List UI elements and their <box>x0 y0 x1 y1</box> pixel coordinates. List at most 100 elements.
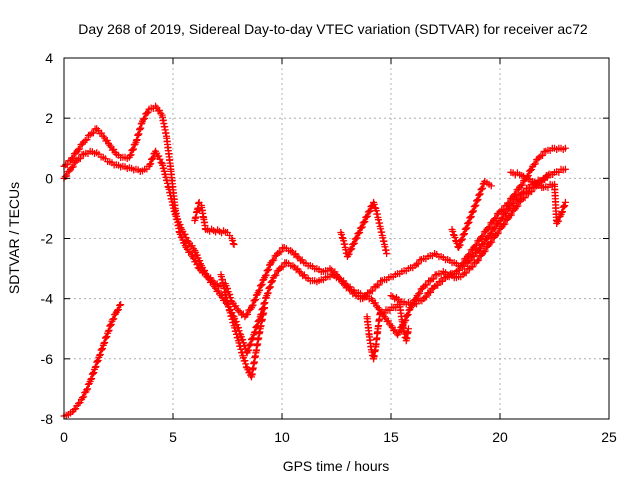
data-point <box>455 242 463 250</box>
data-point <box>472 201 480 209</box>
data-point <box>76 154 84 162</box>
data-point <box>229 240 237 248</box>
data-point <box>261 272 269 280</box>
data-point <box>416 289 424 297</box>
data-point <box>104 327 112 335</box>
data-point <box>89 129 97 137</box>
data-point <box>475 256 483 264</box>
data-point <box>244 347 252 355</box>
data-point <box>469 208 477 216</box>
x-tick-label: 5 <box>169 429 177 445</box>
data-point <box>269 277 277 285</box>
data-point <box>103 332 111 340</box>
data-point <box>518 189 526 197</box>
data-point <box>462 225 470 233</box>
data-point <box>107 321 115 329</box>
data-point <box>457 237 465 245</box>
data-point <box>255 287 263 295</box>
data-point <box>115 306 122 314</box>
data-point <box>458 236 466 244</box>
data-point <box>293 253 301 261</box>
x-tick-label: 25 <box>601 429 617 445</box>
data-point <box>256 282 264 290</box>
data-point <box>79 394 87 402</box>
data-point <box>272 271 280 279</box>
data-point <box>69 154 77 162</box>
data-point <box>287 247 295 255</box>
data-point <box>361 218 369 226</box>
data-point <box>258 280 266 288</box>
data-point <box>467 213 475 221</box>
data-point <box>266 283 274 291</box>
data-point <box>201 266 209 274</box>
data-point <box>247 336 255 344</box>
data-point <box>368 287 376 295</box>
data-point <box>295 268 303 276</box>
data-point <box>129 146 137 154</box>
data-point <box>101 338 109 346</box>
data-point <box>248 302 256 310</box>
data-point <box>252 324 260 332</box>
data-point <box>475 191 483 199</box>
data-point <box>431 283 439 291</box>
data-point <box>507 211 515 219</box>
data-point <box>348 245 356 253</box>
data-point <box>89 369 97 377</box>
x-tick-labels: 0 5 10 15 20 25 <box>60 429 617 445</box>
data-point <box>96 351 104 359</box>
data-point <box>371 204 379 212</box>
data-point <box>414 260 422 268</box>
data-point <box>427 288 435 296</box>
series-late-branches <box>387 165 569 309</box>
data-point <box>229 237 237 245</box>
data-point <box>459 231 467 239</box>
data-point <box>363 212 371 220</box>
data-point <box>560 202 568 210</box>
data-point <box>262 271 270 279</box>
data-point <box>501 220 509 228</box>
axis-ticks <box>63 57 610 420</box>
data-point <box>186 248 194 256</box>
x-tick-label: 15 <box>383 429 399 445</box>
data-point <box>474 196 482 204</box>
data-point <box>434 281 442 289</box>
data-point <box>98 345 106 353</box>
data-point <box>464 220 472 228</box>
data-point <box>473 196 481 204</box>
data-point <box>100 339 108 347</box>
data-point <box>510 200 518 208</box>
data-point <box>76 399 84 407</box>
data-point <box>518 181 526 189</box>
data-point <box>266 284 274 292</box>
data-point <box>395 329 403 337</box>
data-point <box>93 358 101 366</box>
data-point <box>87 375 95 383</box>
data-point <box>462 269 470 277</box>
data-point <box>264 289 272 297</box>
data-points <box>60 102 569 420</box>
data-point <box>384 317 392 325</box>
data-point <box>561 144 569 152</box>
data-point <box>488 229 496 237</box>
data-point <box>353 234 361 242</box>
data-point <box>70 405 78 413</box>
data-point <box>452 268 460 276</box>
data-point <box>98 129 106 137</box>
data-point <box>174 215 182 223</box>
data-point <box>141 114 149 122</box>
data-point <box>241 357 249 365</box>
chart-title: Day 268 of 2019, Sidereal Day-to-day VTE… <box>78 21 588 37</box>
data-point <box>263 290 271 298</box>
data-point <box>196 257 204 265</box>
data-point <box>477 186 485 194</box>
data-point <box>208 278 216 286</box>
data-point <box>449 227 457 235</box>
data-point <box>84 385 92 393</box>
data-point <box>88 375 96 383</box>
series-spikes <box>191 177 495 261</box>
data-point <box>92 363 100 371</box>
data-point <box>514 195 522 203</box>
data-point <box>156 155 164 163</box>
data-point <box>472 241 480 249</box>
